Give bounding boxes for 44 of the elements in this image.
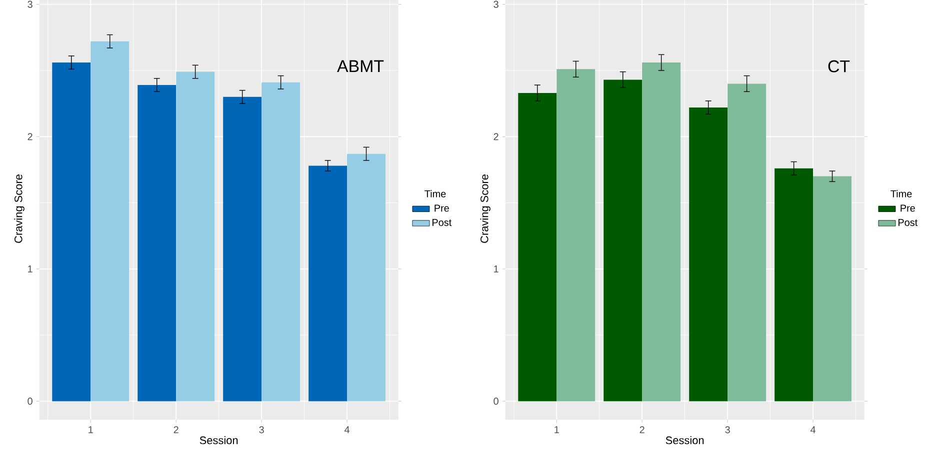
y-tick-label: 3: [494, 0, 498, 8]
legend-title: Time: [424, 190, 446, 198]
legend-label: Post: [898, 219, 918, 226]
y-axis-title: Craving Score: [480, 174, 490, 243]
y-axis-title: Craving Score: [14, 174, 24, 243]
annotation: CT: [828, 60, 850, 72]
bar: [90, 41, 130, 402]
annotation: ABMT: [337, 60, 384, 72]
x-tick-label: 2: [640, 426, 644, 434]
x-axis-title: Session: [666, 436, 704, 444]
legend-label: Post: [432, 219, 452, 226]
x-axis-title: Session: [200, 436, 238, 444]
bar: [518, 92, 557, 402]
bar: [138, 85, 176, 402]
bar: [52, 62, 91, 402]
y-tick-label: 1: [28, 265, 32, 272]
bar: [604, 80, 642, 402]
bar: [262, 82, 300, 402]
bar: [813, 176, 852, 402]
x-tick-label: 4: [810, 426, 816, 434]
y-tick-label: 1: [494, 265, 498, 272]
x-tick-label: 1: [88, 426, 93, 434]
bar: [347, 154, 386, 402]
legend-label: Pre: [434, 204, 449, 212]
x-tick-label: 4: [344, 426, 350, 434]
y-tick-label: 2: [494, 133, 498, 140]
y-tick-label: 2: [28, 133, 32, 140]
bar: [689, 108, 728, 402]
bar: [223, 96, 262, 402]
x-tick-label: 1: [554, 426, 559, 434]
y-tick-label: 3: [28, 0, 32, 8]
bar: [176, 72, 215, 402]
y-tick-label: 0: [494, 398, 498, 405]
bar: [728, 84, 766, 402]
legend-title: Time: [890, 190, 912, 198]
bar: [774, 168, 814, 402]
bar: [642, 62, 681, 402]
bar: [556, 69, 596, 402]
bar: [308, 166, 348, 402]
x-tick-label: 2: [174, 426, 178, 434]
x-tick-label: 3: [259, 426, 264, 434]
y-tick-label: 0: [28, 398, 32, 405]
x-tick-label: 3: [725, 426, 730, 434]
legend-label: Pre: [900, 204, 915, 212]
